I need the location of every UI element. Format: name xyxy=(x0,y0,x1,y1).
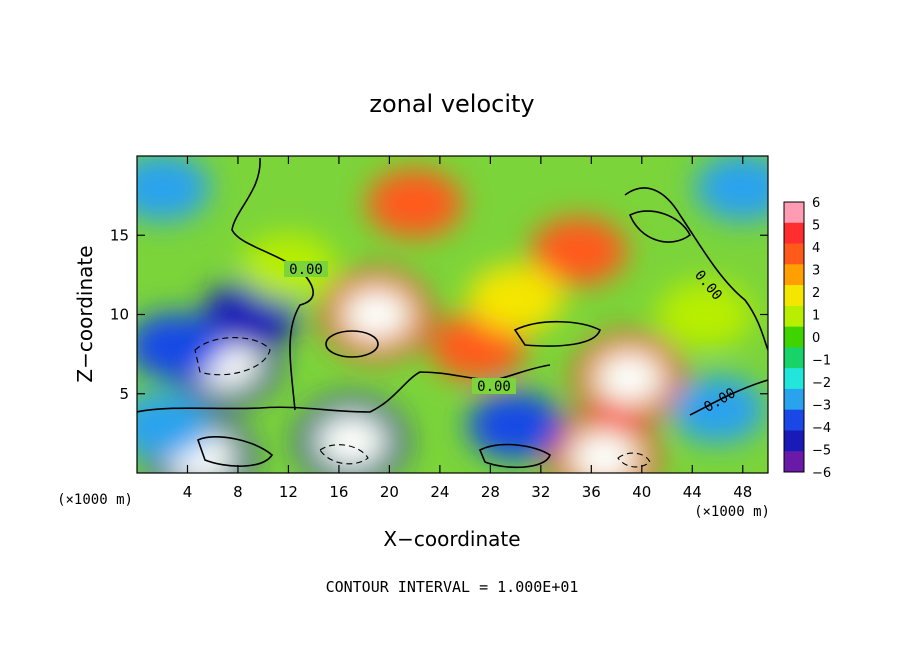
colorbar-swatch xyxy=(784,430,804,452)
x-axis-label: X−coordinate xyxy=(383,527,520,551)
dashed-contour-left-cell xyxy=(194,337,271,376)
x-tick-label: 12 xyxy=(279,483,298,501)
x-tick-label: 20 xyxy=(380,483,399,501)
negative-contours xyxy=(194,337,651,468)
plot-area: 0.00 0.00 0.00 0.00 xyxy=(136,155,769,474)
colorbar-tick-label: 5 xyxy=(812,219,820,234)
y-tick-label: 10 xyxy=(110,306,129,324)
contour-bottom-left xyxy=(197,436,274,467)
colorbar-tick-label: −3 xyxy=(812,399,831,414)
x-unit-right: (×1000 m) xyxy=(694,504,770,520)
contour-label: 0.00 xyxy=(477,379,511,395)
colorbar-tick-label: 2 xyxy=(812,286,820,301)
field-cell xyxy=(137,312,223,381)
colorbar-swatch xyxy=(784,388,804,411)
x-tick-label: 16 xyxy=(329,483,348,501)
dashed-contour-bottom-cell xyxy=(319,444,369,465)
colorbar-tick-label: 3 xyxy=(812,264,820,279)
colorbar-swatch xyxy=(784,222,804,245)
colorbar-swatch xyxy=(784,409,804,431)
field-cell xyxy=(595,351,664,404)
x-tick-label: 40 xyxy=(632,483,651,501)
colorbar-tick-label: −6 xyxy=(812,466,831,481)
colorbar-swatch xyxy=(784,285,804,307)
colorbar-swatch xyxy=(784,326,804,348)
colorbar-tick-label: −5 xyxy=(812,444,831,459)
field-cell xyxy=(669,375,766,444)
x-tick-label: 44 xyxy=(683,483,702,501)
contour-upper-right-cell xyxy=(628,210,692,243)
x-tick-label: 8 xyxy=(233,483,243,501)
closed-contour-mid xyxy=(513,320,601,347)
colorbar-tick-label: 1 xyxy=(812,309,820,324)
field-cell-ring xyxy=(322,270,431,359)
field-cell xyxy=(569,431,638,473)
y-tick-label: 15 xyxy=(110,226,129,244)
x-tick-label: 36 xyxy=(582,483,601,501)
colorbar-swatch xyxy=(784,202,804,224)
x-tick-label: 28 xyxy=(481,483,500,501)
contour-label-bg-2 xyxy=(472,378,516,394)
x-tick-label: 48 xyxy=(733,483,752,501)
field-cell xyxy=(342,288,411,341)
colorbar-tick-label: 6 xyxy=(812,196,820,211)
field-cell xyxy=(137,156,211,222)
x-axis: 4 8 12 16 20 24 28 32 36 40 44 48 xyxy=(183,156,752,501)
field-cell xyxy=(317,415,386,468)
field-cell-ring xyxy=(575,333,684,422)
colorbar-swatch xyxy=(784,305,804,328)
chart-title: zonal velocity xyxy=(369,90,534,118)
dashed-contour-right-bottom xyxy=(617,452,651,468)
contour-bottom-center xyxy=(478,443,551,469)
field-cell xyxy=(694,156,768,222)
colorbar-tick-label: 4 xyxy=(812,241,820,256)
field-cell xyxy=(467,264,564,333)
colorbar-frame xyxy=(783,201,805,473)
contour-interval-note: CONTOUR INTERVAL = 1.000E+01 xyxy=(326,578,579,596)
colorbar-swatch xyxy=(784,347,804,369)
velocity-field xyxy=(137,156,768,473)
colorbar-swatch xyxy=(784,264,804,286)
colorbar-tick-label: 0 xyxy=(812,331,820,346)
zero-contour-lower-right xyxy=(689,379,768,416)
colorbar-swatch xyxy=(784,368,804,390)
contour-label: 0.00 xyxy=(289,262,323,278)
x-tick-label: 32 xyxy=(531,483,550,501)
colorbar-swatch xyxy=(784,243,804,265)
colorbar-swatch xyxy=(784,451,804,473)
colorbar: 6 5 4 3 2 1 0 −1 −2 −3 −4 −5 −6 xyxy=(783,196,831,481)
field-cell xyxy=(467,391,564,460)
y-axis-label: Z−coordinate xyxy=(73,245,97,382)
x-tick-label: 4 xyxy=(183,483,193,501)
y-tick-label: 5 xyxy=(119,385,129,403)
field-cell-ring xyxy=(297,397,406,473)
colorbar-tick-label: −2 xyxy=(812,376,831,391)
contour-label-bg-1 xyxy=(284,261,328,277)
x-unit-left: (×1000 m) xyxy=(57,492,133,508)
colorbar-tick-label: −4 xyxy=(812,421,831,436)
field-cell xyxy=(530,217,627,286)
zero-contour-right xyxy=(624,187,768,351)
x-tick-label: 24 xyxy=(430,483,449,501)
field-cell xyxy=(656,280,753,349)
closed-contour-white-core xyxy=(325,330,379,358)
colorbar-tick-label: −1 xyxy=(812,354,831,369)
y-axis: 5 10 15 xyxy=(110,226,768,403)
field-cell xyxy=(366,169,463,238)
field-cell-ring xyxy=(549,413,658,473)
